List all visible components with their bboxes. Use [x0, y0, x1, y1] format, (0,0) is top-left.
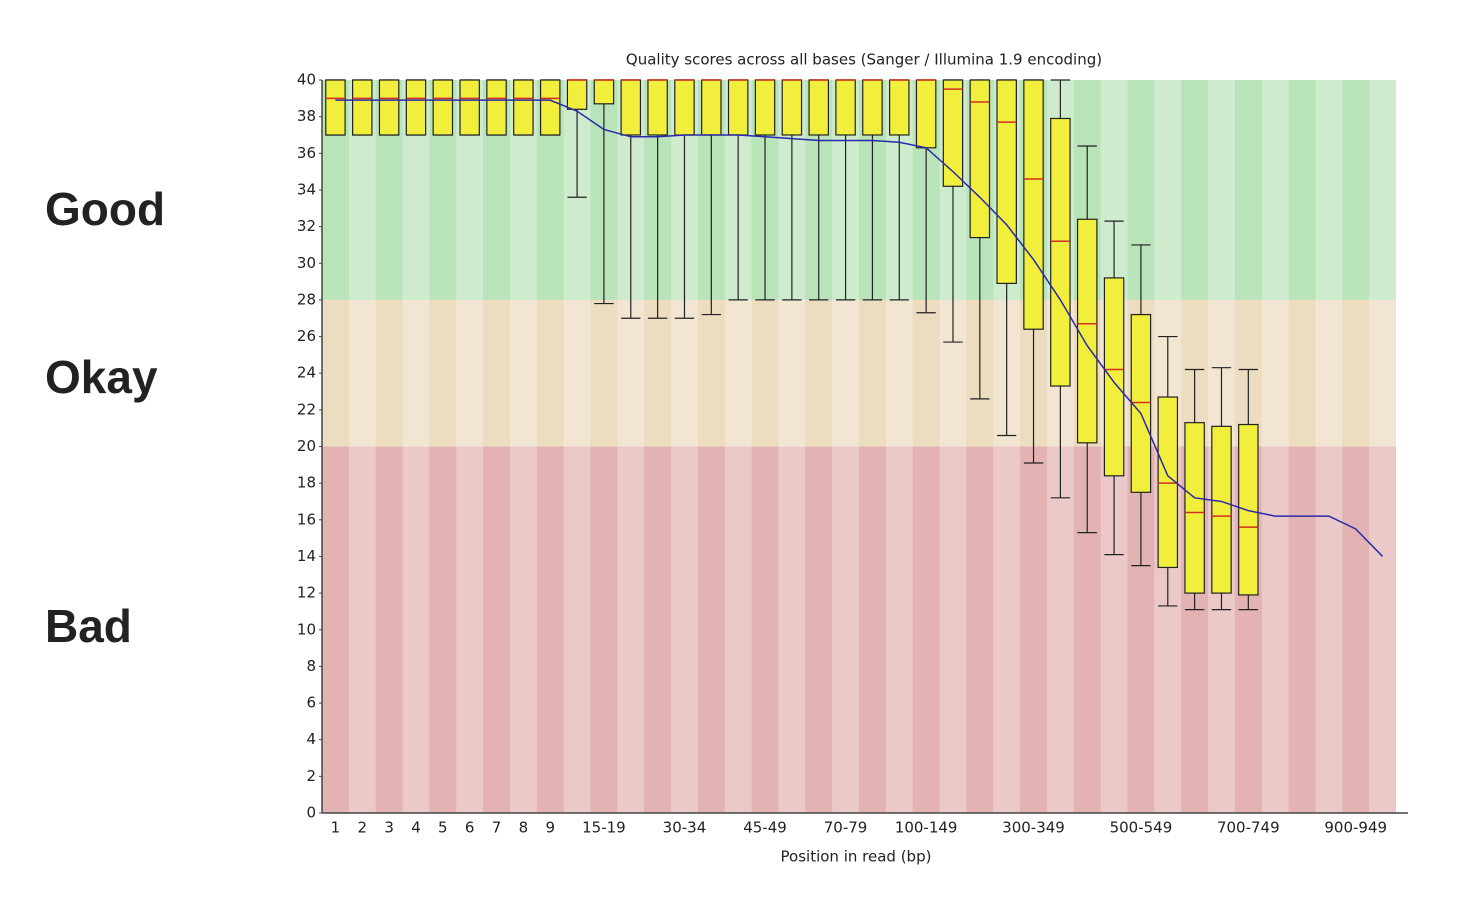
box [781, 79, 803, 136]
box [1023, 79, 1044, 330]
column-stripe [348, 80, 376, 813]
box [862, 79, 883, 136]
y-tick-label: 30 [297, 254, 316, 272]
x-tick-label: 300-349 [1002, 819, 1065, 837]
box [1103, 277, 1125, 477]
box [539, 79, 561, 136]
box [486, 79, 507, 136]
y-tick-label: 32 [297, 217, 316, 235]
chart-title: Quality scores across all bases (Sanger … [626, 51, 1102, 69]
box [352, 79, 373, 136]
x-tick-label: 100-149 [895, 819, 958, 837]
box [513, 79, 534, 136]
zone-label: Bad [45, 600, 132, 652]
box [835, 79, 856, 136]
zone-band [322, 299, 1396, 447]
box [593, 79, 615, 105]
box [405, 79, 427, 136]
box [1130, 313, 1152, 493]
y-tick-label: 14 [297, 547, 316, 565]
y-tick-label: 12 [297, 584, 316, 602]
box [647, 79, 668, 136]
box [754, 79, 776, 136]
y-tick-label: 8 [306, 657, 316, 675]
y-tick-label: 2 [306, 767, 316, 785]
column-stripe [1261, 80, 1289, 813]
y-tick-label: 18 [297, 474, 316, 492]
y-tick-label: 34 [297, 180, 316, 198]
column-stripe [509, 80, 537, 813]
mean-line [335, 99, 1384, 557]
column-stripe [456, 80, 484, 813]
zone-label: Okay [45, 351, 158, 403]
x-tick-label: 900-949 [1324, 819, 1387, 837]
x-tick-label: 5 [438, 819, 448, 837]
y-tick-label: 4 [306, 730, 316, 748]
y-tick-label: 10 [297, 620, 316, 638]
box [1184, 422, 1205, 594]
box [674, 79, 695, 136]
y-tick-label: 26 [297, 327, 316, 345]
x-tick-label: 30-34 [663, 819, 707, 837]
box [620, 79, 642, 136]
y-tick-label: 0 [306, 804, 316, 822]
box [889, 79, 910, 136]
column-stripe [563, 80, 591, 813]
y-tick-label: 40 [297, 71, 316, 89]
box [808, 79, 829, 136]
x-axis-label: Position in read (bp) [781, 848, 932, 866]
x-tick-label: 9 [545, 819, 555, 837]
x-tick-label: 8 [519, 819, 529, 837]
y-tick-label: 28 [297, 290, 316, 308]
box [566, 79, 588, 110]
column-stripe [402, 80, 430, 813]
box [969, 79, 991, 239]
box [701, 79, 722, 136]
x-tick-label: 45-49 [743, 819, 787, 837]
box [459, 79, 480, 136]
x-tick-label: 15-19 [582, 819, 626, 837]
y-tick-label: 24 [297, 364, 316, 382]
box [942, 79, 964, 187]
box [432, 79, 454, 136]
y-tick-label: 22 [297, 400, 316, 418]
zone-label: Good [45, 183, 165, 235]
y-tick-label: 20 [297, 437, 316, 455]
box [1076, 218, 1098, 444]
y-tick-label: 16 [297, 510, 316, 528]
box [727, 79, 749, 136]
x-tick-label: 2 [358, 819, 368, 837]
box [1211, 425, 1232, 594]
y-tick-label: 38 [297, 107, 316, 125]
box [996, 79, 1017, 285]
x-tick-label: 7 [492, 819, 502, 837]
x-tick-label: 3 [384, 819, 394, 837]
x-tick-label: 500-549 [1110, 819, 1173, 837]
column-stripe [1315, 80, 1343, 813]
box [378, 79, 400, 136]
box [1157, 396, 1179, 569]
x-tick-label: 6 [465, 819, 475, 837]
x-tick-label: 700-749 [1217, 819, 1280, 837]
box [915, 79, 937, 149]
box [1050, 117, 1071, 387]
column-stripe [1369, 80, 1396, 813]
y-tick-label: 6 [306, 694, 316, 712]
x-tick-label: 4 [411, 819, 421, 837]
x-tick-label: 1 [331, 819, 341, 837]
x-tick-label: 70-79 [824, 819, 868, 837]
y-tick-label: 36 [297, 144, 316, 162]
box [325, 79, 346, 136]
box [1238, 423, 1259, 596]
